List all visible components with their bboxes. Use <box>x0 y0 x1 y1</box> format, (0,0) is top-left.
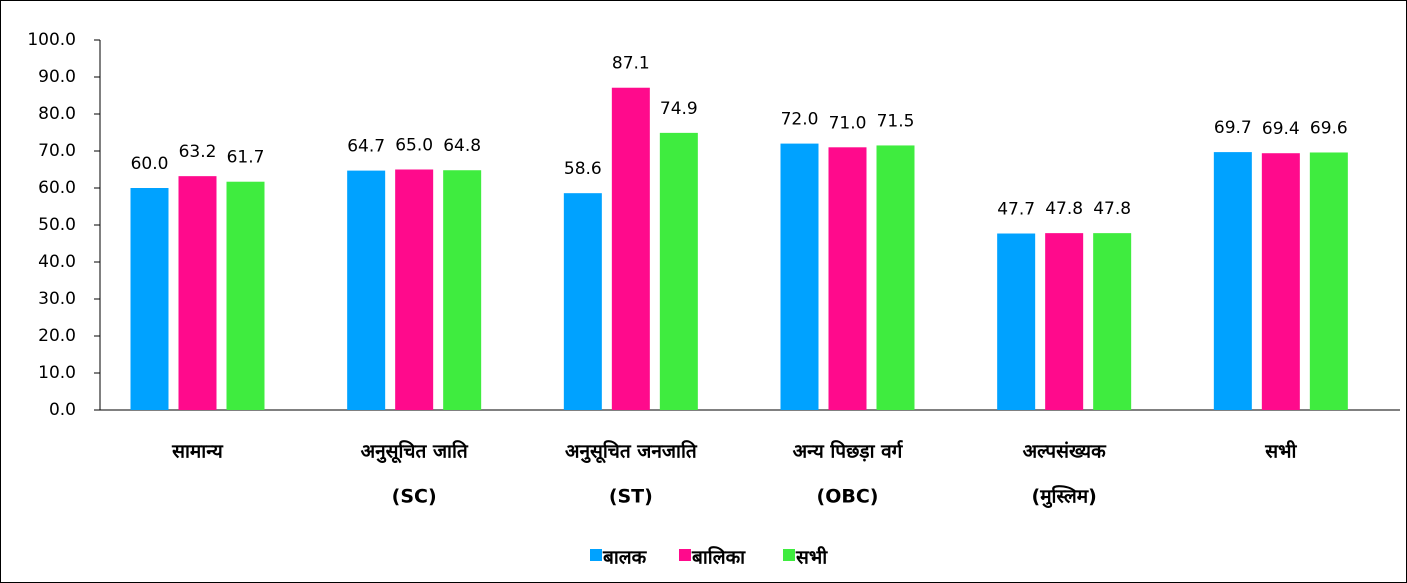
bar <box>828 147 867 411</box>
legend-swatch <box>590 549 602 561</box>
bar <box>780 143 819 410</box>
data-label: 69.6 <box>1310 118 1348 138</box>
bar <box>130 188 169 410</box>
data-label: 87.1 <box>612 54 650 74</box>
bar <box>997 233 1036 410</box>
data-label: 69.4 <box>1262 119 1300 139</box>
x-tick-label: अनुसूचित जनजाति <box>565 440 698 464</box>
bar <box>347 170 386 410</box>
data-label: 71.5 <box>877 111 915 131</box>
data-label: 72.0 <box>781 110 819 130</box>
y-tick-label: 50.0 <box>38 215 76 235</box>
data-label: 65.0 <box>395 136 433 156</box>
data-label: 61.7 <box>227 148 265 168</box>
x-tick-label: सामान्य <box>171 441 224 463</box>
y-tick-label: 20.0 <box>38 326 76 346</box>
y-tick-label: 10.0 <box>38 363 76 383</box>
bar <box>443 170 482 410</box>
y-tick-label: 90.0 <box>38 67 76 87</box>
y-tick-label: 40.0 <box>38 252 76 272</box>
data-label: 47.8 <box>1045 199 1083 219</box>
data-label: 47.7 <box>997 200 1035 220</box>
data-label: 64.7 <box>347 137 385 157</box>
x-tick-label: (मुस्लिम) <box>1032 485 1097 509</box>
y-tick-label: 80.0 <box>38 104 76 124</box>
legend-swatch <box>679 549 691 561</box>
bar <box>876 145 915 410</box>
legend-label: सभी <box>795 546 828 569</box>
y-tick-label: 60.0 <box>38 178 76 198</box>
bar <box>563 193 602 410</box>
x-tick-label: अनुसूचित जाति <box>361 440 469 464</box>
bar <box>659 132 698 410</box>
bar <box>611 87 650 410</box>
y-tick-label: 30.0 <box>38 289 76 309</box>
x-tick-label: (OBC) <box>817 486 879 508</box>
y-tick-label: 0.0 <box>49 400 76 420</box>
bar <box>1261 153 1300 410</box>
data-label: 47.8 <box>1093 199 1131 219</box>
data-label: 74.9 <box>660 99 698 119</box>
x-tick-label: अन्य पिछड़ा वर्ग <box>793 440 904 463</box>
bar <box>1309 152 1348 411</box>
bar <box>1045 233 1084 410</box>
data-label: 69.7 <box>1214 118 1252 138</box>
data-label: 71.0 <box>829 113 867 133</box>
y-tick-label: 100.0 <box>27 30 76 50</box>
x-tick-label: (SC) <box>392 486 437 508</box>
legend-label: बालक <box>602 547 648 569</box>
bar <box>1093 233 1132 410</box>
bar <box>395 169 434 410</box>
y-tick-label: 70.0 <box>38 141 76 161</box>
bar <box>178 176 217 410</box>
legend-label: बालिका <box>691 546 746 569</box>
legend-swatch <box>783 549 795 561</box>
data-label: 63.2 <box>179 142 217 162</box>
x-tick-label: सभी <box>1264 440 1297 463</box>
x-tick-label: अल्पसंख्यक <box>1023 441 1107 463</box>
bar <box>226 181 265 410</box>
x-tick-label: (ST) <box>609 486 653 508</box>
bar <box>1213 152 1252 411</box>
data-label: 58.6 <box>564 159 602 179</box>
data-label: 60.0 <box>131 154 169 174</box>
data-label: 64.8 <box>443 136 481 156</box>
